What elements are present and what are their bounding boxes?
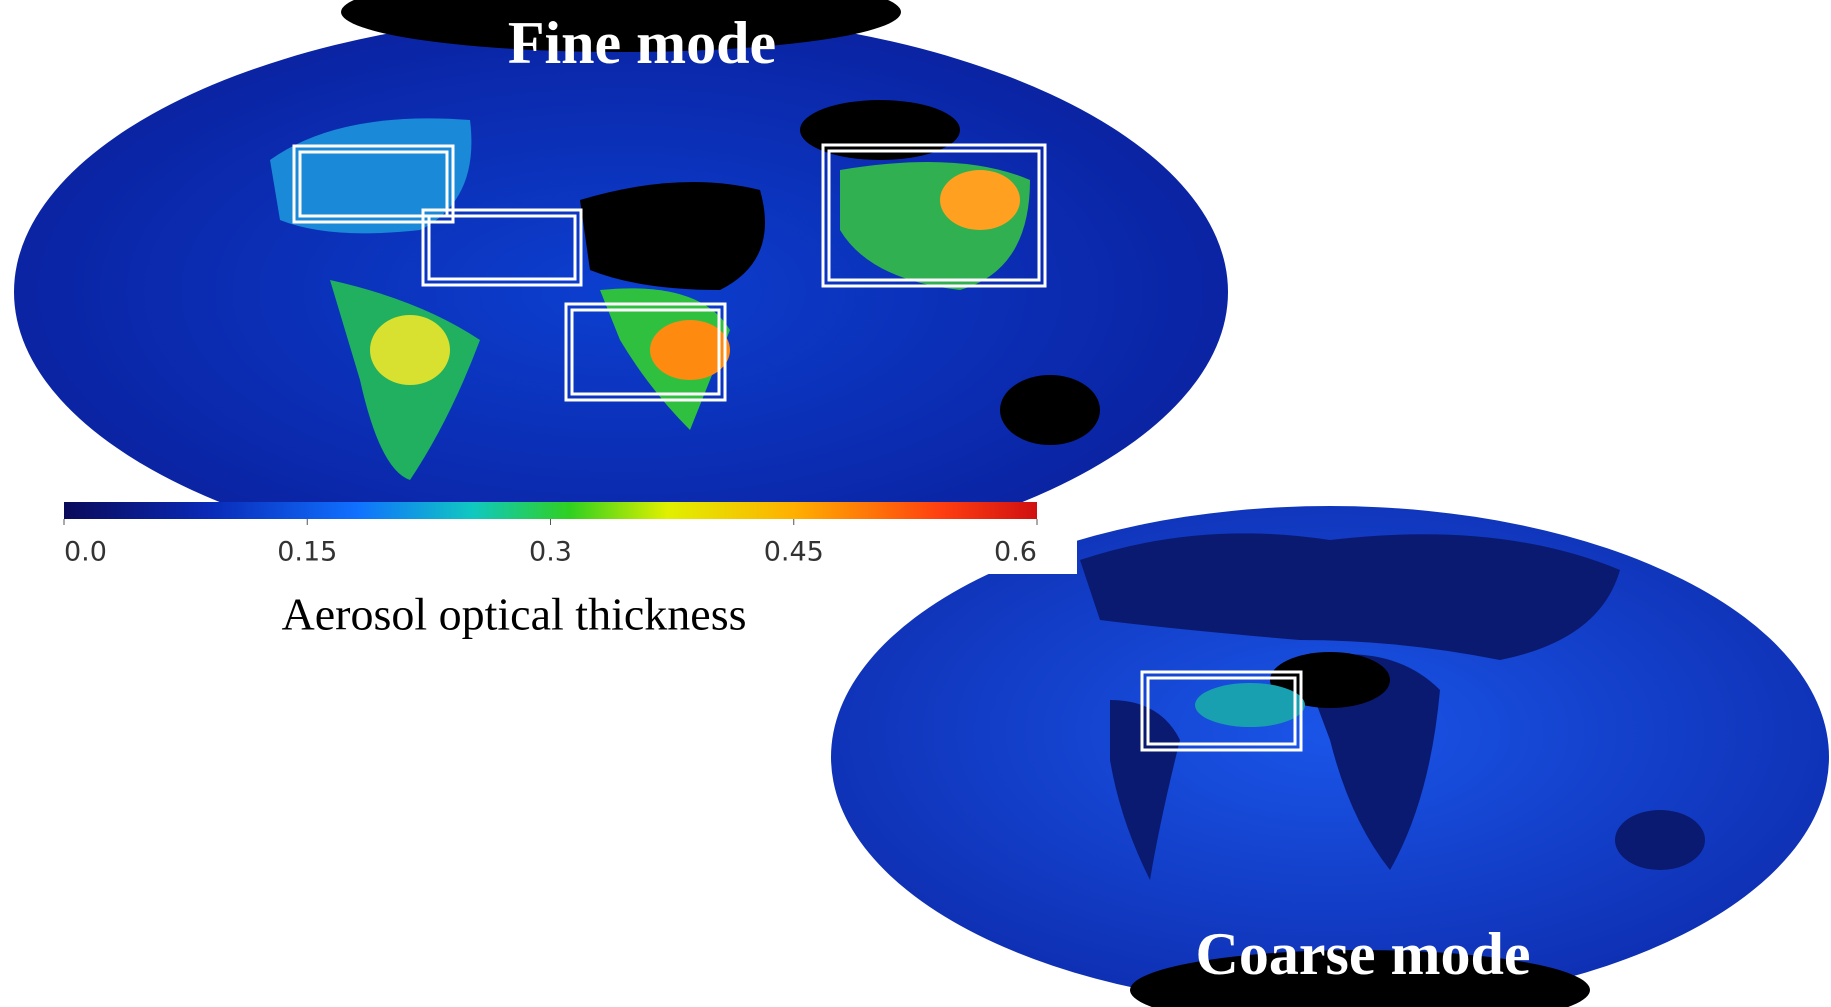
tick-label: 0.6 <box>994 537 1037 568</box>
tick-label: 0.15 <box>277 537 337 568</box>
tick-label: 0.3 <box>529 537 572 568</box>
map-title: Coarse mode <box>1196 921 1531 987</box>
tick-label: 0.45 <box>764 537 824 568</box>
colorbar <box>64 502 1037 519</box>
map-title: Fine mode <box>508 10 776 76</box>
colorbar-label: Aerosol optical thickness <box>281 589 746 640</box>
figure: Fine mode Coarse mode 0.00.150.30.450.6 … <box>0 0 1831 1007</box>
tick-label: 0.0 <box>64 537 107 568</box>
